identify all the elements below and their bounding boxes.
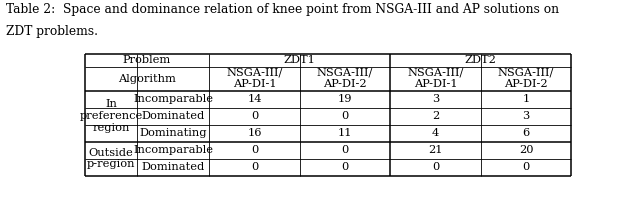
Text: NSGA-III/
AP-DI-1: NSGA-III/ AP-DI-1 (408, 68, 464, 89)
Text: 0: 0 (341, 145, 349, 155)
Text: Incomparable: Incomparable (133, 145, 213, 155)
Text: 6: 6 (522, 128, 530, 138)
Text: 0: 0 (522, 162, 530, 172)
Text: 1: 1 (522, 94, 530, 104)
Text: ZDT problems.: ZDT problems. (6, 25, 98, 38)
Text: 20: 20 (519, 145, 533, 155)
Text: ZDT1: ZDT1 (284, 55, 316, 65)
Text: NSGA-III/
AP-DI-2: NSGA-III/ AP-DI-2 (317, 68, 373, 89)
Text: 0: 0 (251, 145, 258, 155)
Text: Problem: Problem (123, 55, 171, 65)
Text: 0: 0 (341, 111, 349, 121)
Text: Outside
p-region: Outside p-region (86, 148, 135, 169)
Text: Dominating: Dominating (140, 128, 207, 138)
Text: 16: 16 (247, 128, 262, 138)
Text: NSGA-III/
AP-DI-1: NSGA-III/ AP-DI-1 (227, 68, 283, 89)
Text: Dominated: Dominated (141, 162, 205, 172)
Text: Incomparable: Incomparable (133, 94, 213, 104)
Text: Dominated: Dominated (141, 111, 205, 121)
Text: Table 2:  Space and dominance relation of knee point from NSGA-III and AP soluti: Table 2: Space and dominance relation of… (6, 3, 559, 16)
Text: 0: 0 (341, 162, 349, 172)
Text: 11: 11 (338, 128, 352, 138)
Text: NSGA-III/
AP-DI-2: NSGA-III/ AP-DI-2 (498, 68, 554, 89)
Text: 14: 14 (247, 94, 262, 104)
Text: 0: 0 (251, 162, 258, 172)
Text: 19: 19 (338, 94, 352, 104)
Text: 21: 21 (428, 145, 443, 155)
Text: 4: 4 (432, 128, 439, 138)
Text: 3: 3 (522, 111, 530, 121)
Text: In
preference
region: In preference region (79, 99, 143, 133)
Text: ZDT2: ZDT2 (465, 55, 497, 65)
Text: 0: 0 (251, 111, 258, 121)
Text: 2: 2 (432, 111, 439, 121)
Text: Algorithm: Algorithm (118, 74, 176, 84)
Text: 0: 0 (432, 162, 439, 172)
Text: 3: 3 (432, 94, 439, 104)
